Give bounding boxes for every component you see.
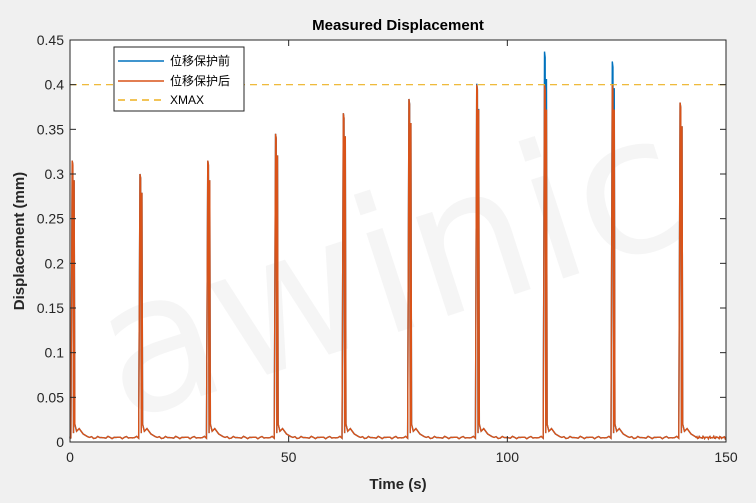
chart-title: Measured Displacement	[312, 17, 484, 34]
y-tick-label: 0.3	[45, 166, 65, 182]
y-tick-label: 0	[56, 434, 64, 450]
y-tick-label: 0.45	[37, 32, 64, 48]
plot-frame	[69, 39, 727, 443]
legend-label-xmax: XMAX	[170, 93, 204, 107]
y-axis-title: Displacement (mm)	[11, 172, 28, 310]
legend-label-before-protection: 位移保护前	[170, 53, 230, 68]
x-tick-label: 50	[281, 449, 297, 465]
y-tick-label: 0.4	[45, 77, 65, 93]
legend: 位移保护前 位移保护后 XMAX	[113, 46, 245, 112]
x-tick-label: 0	[66, 449, 74, 465]
y-tick-label: 0.35	[37, 121, 64, 137]
legend-label-after-protection: 位移保护后	[170, 73, 230, 88]
y-tick-label: 0.15	[37, 300, 64, 316]
y-tick-label: 0.1	[45, 345, 65, 361]
series-line-1	[69, 84, 727, 441]
x-axis-title: Time (s)	[369, 476, 426, 493]
y-tick-labels: 0 0.05 0.1 0.15 0.2 0.25 0.3 0.35 0.4 0.45	[37, 32, 64, 450]
x-tick-labels: 0 50 100 150	[66, 449, 738, 465]
tick-marks	[69, 39, 727, 443]
y-tick-label: 0.2	[45, 255, 65, 271]
y-tick-label: 0.25	[37, 211, 64, 227]
x-tick-label: 150	[714, 449, 738, 465]
y-tick-label: 0.05	[37, 389, 64, 405]
x-tick-label: 100	[496, 449, 520, 465]
